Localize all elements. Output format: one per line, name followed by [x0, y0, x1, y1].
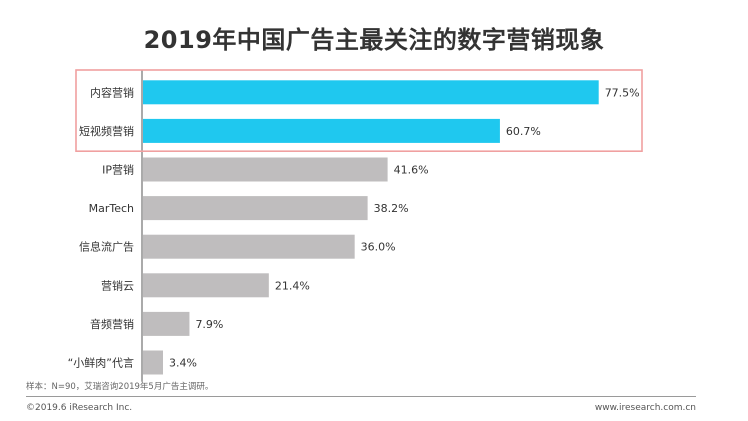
- value-label-3: 38.2%: [374, 202, 409, 215]
- bar-4: [143, 234, 355, 259]
- value-label-0: 77.5%: [605, 86, 640, 99]
- category-label-4: 信息流广告: [79, 240, 134, 254]
- bar-0: [143, 80, 599, 105]
- bar-5: [143, 273, 269, 298]
- value-label-6: 7.9%: [195, 318, 223, 331]
- website-link[interactable]: www.iresearch.com.cn: [594, 403, 696, 413]
- category-label-1: 短视频营销: [79, 124, 134, 138]
- bar-1: [143, 118, 500, 143]
- value-label-7: 3.4%: [169, 357, 197, 370]
- category-label-3: MarTech: [89, 202, 134, 215]
- copyright-text: ©2019.6 iResearch Inc.: [26, 403, 133, 413]
- category-label-6: 音频营销: [90, 317, 134, 331]
- bar-7: [143, 350, 163, 375]
- bar-2: [143, 157, 388, 182]
- value-label-1: 60.7%: [506, 125, 541, 138]
- footer-divider: [26, 396, 696, 397]
- value-label-4: 36.0%: [361, 241, 396, 254]
- category-label-2: IP营销: [102, 163, 134, 177]
- category-label-0: 内容营销: [90, 85, 134, 99]
- chart-title: 2019年中国广告主最关注的数字营销现象: [143, 26, 605, 54]
- sample-note: 样本：N=90，艾瑞咨询2019年5月广告主调研。: [26, 382, 214, 392]
- highlight-box: [75, 69, 643, 152]
- category-label-5: 营销云: [101, 278, 134, 292]
- value-label-2: 41.6%: [394, 164, 429, 177]
- value-label-5: 21.4%: [275, 279, 310, 292]
- bar-6: [143, 311, 190, 336]
- bar-3: [143, 196, 368, 221]
- category-label-7: “小鲜肉”代言: [68, 356, 134, 370]
